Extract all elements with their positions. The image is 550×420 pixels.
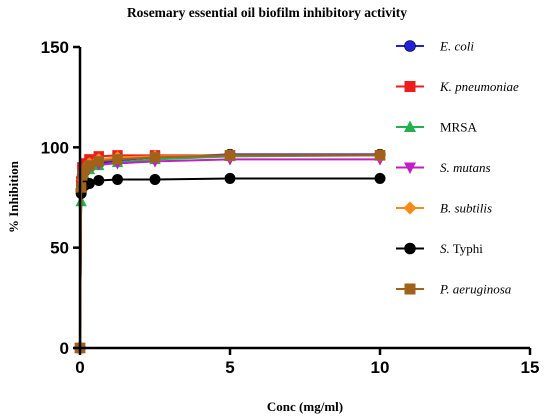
y-tick-label: 150 [41,38,69,57]
series-line [79,154,380,349]
legend-item: MRSA [396,120,477,135]
series-line [79,158,380,349]
legend-item: S. mutans [396,160,491,175]
legend-label: K. pneumoniae [439,79,519,94]
x-tick-label: 10 [371,358,390,377]
data-point [149,173,161,185]
x-tick-label: 5 [225,358,234,377]
series-line [79,154,380,349]
data-point [84,160,95,171]
x-axis-label: Conc (mg/ml) [267,399,343,414]
legend-marker [404,162,416,174]
legend-label: B. subtilis [440,201,492,216]
data-point [112,154,123,165]
series-layer [73,148,387,355]
data-point [77,170,88,181]
data-point [374,172,386,184]
y-axis-label: % Inhibition [6,160,21,233]
y-tick-label: 50 [50,239,69,258]
legend-item: B. subtilis [396,201,492,216]
data-point [112,173,124,185]
y-tick-label: 0 [60,339,69,358]
series-3 [74,154,386,355]
x-axis-ticks: 0 5 10 15 [75,348,539,377]
legend-item: S. Typhi [396,241,483,256]
series-5 [74,172,386,354]
plot-area: 0 50 100 150 0 5 10 15 [41,38,540,377]
y-tick-label: 100 [41,138,69,157]
legend-label: P. aeruginosa [439,282,512,297]
x-tick-label: 15 [521,358,540,377]
data-point [93,174,105,186]
legend-item: P. aeruginosa [396,282,512,297]
chart-title: Rosemary essential oil biofilm inhibitor… [127,5,407,20]
legend-item: E. coli [396,39,474,54]
y-axis-ticks: 0 50 100 150 [41,38,80,358]
series-line [79,154,380,349]
legend-item: K. pneumoniae [396,79,519,94]
data-point [374,150,386,161]
series-line [79,154,381,349]
legend-marker [404,242,416,255]
legend-label: S. Typhi [440,241,483,256]
legend-label: MRSA [440,120,477,135]
legend-marker [404,120,416,132]
legend-label: S. mutans [440,160,491,175]
legend-marker [403,201,417,215]
data-point [224,172,236,184]
legend-label: E. coli [439,39,474,54]
legend-marker [404,81,416,92]
legend: E. coli K. pneumoniae MRSA S. mutans B. subt… [396,39,519,297]
series-line [79,177,380,349]
data-point [149,152,161,163]
legend-marker [404,283,416,295]
data-point [93,156,104,167]
data-point [224,150,236,161]
legend-marker [404,40,416,52]
x-tick-label: 0 [75,358,84,377]
